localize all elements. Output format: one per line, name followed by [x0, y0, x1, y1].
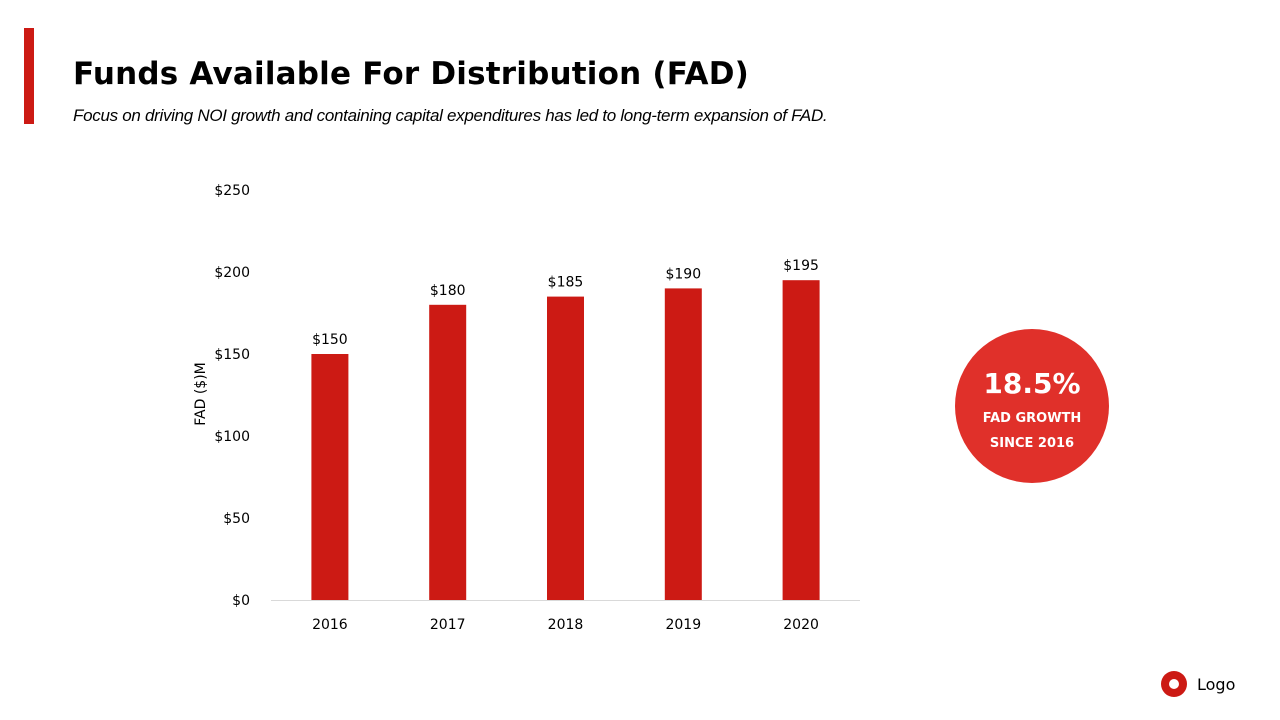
x-tick-label: 2018: [548, 617, 584, 633]
kpi-label-line1: FAD GROWTH: [982, 411, 1082, 426]
x-tick-label: 2019: [665, 617, 701, 633]
bar-2017: [429, 304, 467, 600]
x-tick-label: 2017: [430, 617, 466, 633]
page-title: Funds Available For Distribution (FAD): [73, 56, 750, 92]
logo: Logo: [1161, 671, 1235, 697]
bar-2019: [664, 288, 702, 600]
kpi-value: 18.5%: [983, 367, 1081, 400]
page-subtitle: Focus on driving NOI growth and containi…: [73, 106, 828, 125]
x-tick-label: 2016: [312, 617, 348, 633]
bar-data-label: $150: [312, 332, 348, 348]
bar-data-label: $180: [430, 283, 466, 299]
x-axis-ticks: 2016 2017 2018 2019 2020: [312, 617, 819, 633]
y-tick-label: $250: [214, 183, 250, 199]
y-tick-label: $50: [223, 511, 250, 527]
y-tick-label: $200: [214, 265, 250, 281]
y-axis-label: FAD ($)M: [193, 362, 209, 426]
bars: [311, 280, 820, 600]
kpi-label-line2: SINCE 2016: [989, 436, 1075, 451]
bar-data-labels: $150 $180 $185 $190 $195: [312, 258, 819, 348]
y-axis-ticks: $0 $50 $100 $150 $200 $250: [214, 183, 250, 609]
logo-text: Logo: [1197, 674, 1236, 694]
bar-2016: [311, 354, 349, 600]
accent-bar: [24, 28, 34, 124]
y-tick-label: $150: [214, 347, 250, 363]
logo-icon: [1161, 671, 1187, 697]
bar-data-label: $195: [783, 258, 819, 274]
bar-data-label: $190: [665, 266, 701, 282]
y-tick-label: $0: [232, 593, 250, 609]
bar-2020: [782, 280, 820, 600]
y-tick-label: $100: [214, 429, 250, 445]
bar-2018: [547, 296, 584, 600]
x-tick-label: 2020: [783, 617, 819, 633]
kpi-growth-badge: 18.5% FAD GROWTH SINCE 2016: [955, 329, 1109, 483]
bar-data-label: $185: [548, 275, 584, 291]
